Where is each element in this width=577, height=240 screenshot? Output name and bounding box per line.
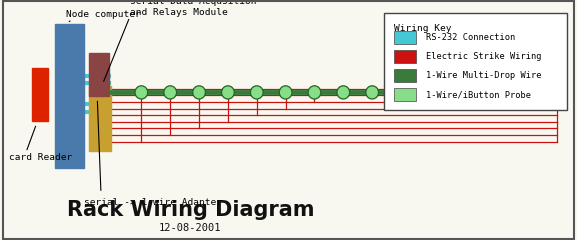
Ellipse shape (337, 86, 350, 99)
Text: RS-232 Connection: RS-232 Connection (426, 33, 516, 42)
Bar (394, 50, 416, 63)
Bar (394, 69, 416, 82)
Text: Electric Strike Wiring: Electric Strike Wiring (426, 52, 542, 61)
Bar (55, 24, 84, 168)
Ellipse shape (548, 86, 560, 99)
Bar (384, 13, 567, 110)
Ellipse shape (395, 86, 407, 99)
Text: Rack Wiring Diagram: Rack Wiring Diagram (67, 200, 314, 220)
Text: 12-08-2001: 12-08-2001 (159, 222, 222, 233)
Text: Wiring Key: Wiring Key (394, 24, 452, 33)
Text: card Reader: card Reader (9, 153, 72, 162)
Bar (32, 68, 48, 121)
Ellipse shape (222, 86, 234, 99)
Bar (89, 86, 111, 151)
Ellipse shape (164, 86, 177, 99)
Text: 1-Wire/iButton Probe: 1-Wire/iButton Probe (426, 90, 531, 99)
Ellipse shape (308, 86, 321, 99)
Ellipse shape (279, 86, 292, 99)
Ellipse shape (250, 86, 263, 99)
Text: Node computer: Node computer (66, 10, 141, 19)
Ellipse shape (193, 86, 205, 99)
Bar (89, 53, 109, 96)
Ellipse shape (135, 86, 148, 99)
Text: serial -> 1-wire Adapter: serial -> 1-wire Adapter (84, 198, 222, 207)
Text: 1-Wire Multi-Drop Wire: 1-Wire Multi-Drop Wire (426, 71, 542, 80)
Bar (394, 88, 416, 101)
Ellipse shape (366, 86, 379, 99)
Text: serial Data Acqusition
and Relays Module: serial Data Acqusition and Relays Module (130, 0, 256, 17)
Bar (394, 30, 416, 44)
